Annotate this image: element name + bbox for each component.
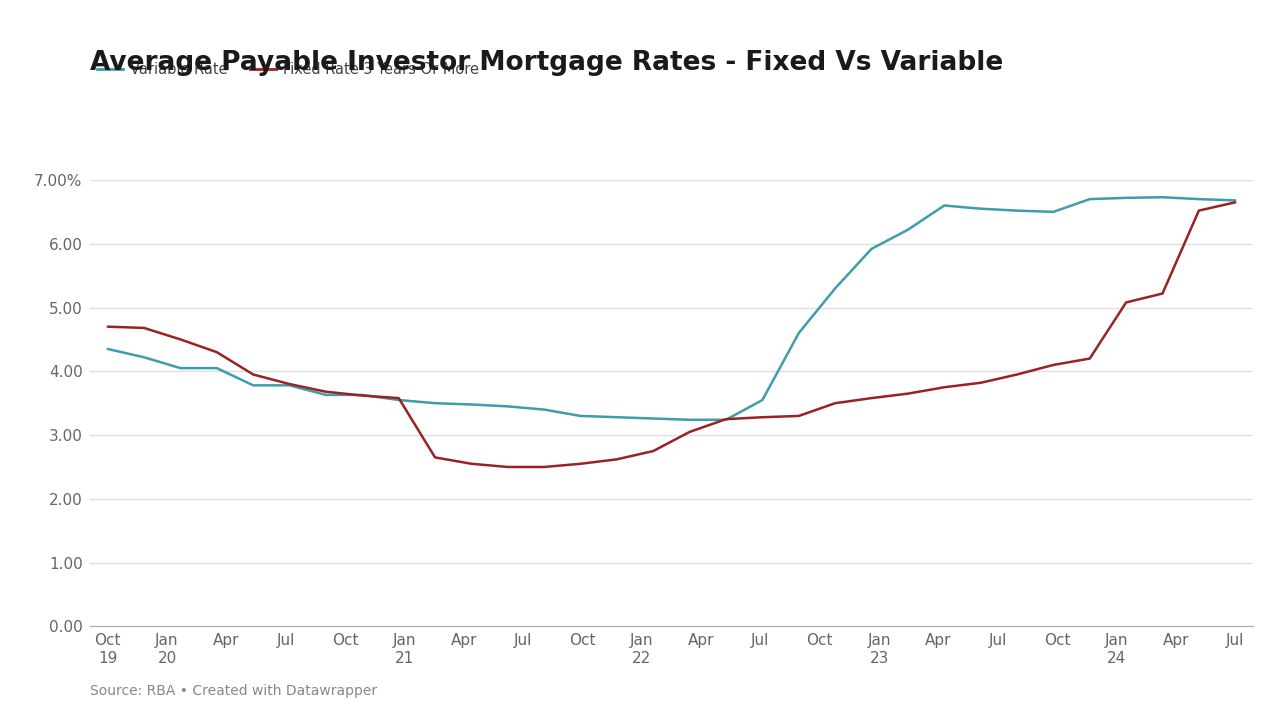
Text: Source: RBA • Created with Datawrapper: Source: RBA • Created with Datawrapper: [90, 685, 376, 698]
Legend: Variable Rate, Fixed Rate 3 Years Or More: Variable Rate, Fixed Rate 3 Years Or Mor…: [97, 63, 480, 77]
Text: Average Payable Investor Mortgage Rates - Fixed Vs Variable: Average Payable Investor Mortgage Rates …: [90, 50, 1003, 76]
